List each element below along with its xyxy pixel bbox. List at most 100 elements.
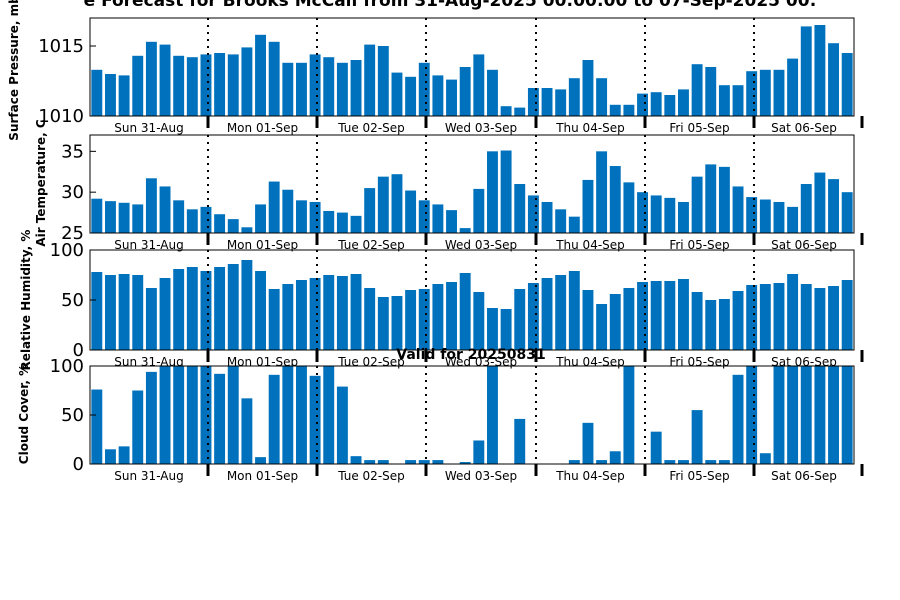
bar [350, 274, 362, 350]
bar [568, 216, 580, 233]
bar [800, 184, 812, 233]
bar [159, 278, 171, 350]
bar [623, 104, 635, 116]
bar [255, 34, 266, 116]
bar [705, 164, 717, 233]
bar [186, 267, 198, 350]
bar [527, 283, 539, 350]
bar [828, 286, 839, 350]
bar [173, 55, 185, 116]
y-tick-label: 35 [61, 141, 84, 162]
bar [145, 371, 157, 464]
bar [705, 460, 717, 464]
bar [227, 219, 239, 233]
bar [555, 275, 567, 350]
bar [459, 67, 471, 116]
bar [582, 60, 594, 116]
bar [841, 53, 853, 116]
bar [473, 54, 485, 116]
bar [391, 296, 403, 350]
bar [159, 44, 171, 116]
bar [186, 57, 198, 116]
bar [705, 300, 717, 350]
bar [541, 88, 553, 116]
x-day-label: Thu 04-Sep [555, 238, 625, 252]
bar [514, 418, 526, 464]
y-tick-label: 25 [61, 223, 84, 244]
bar [364, 288, 376, 350]
bar [678, 279, 689, 350]
y-axis-label: Relative Humidity, % [19, 230, 33, 371]
bar [173, 366, 185, 464]
bar [637, 93, 648, 116]
bar [637, 282, 648, 350]
bar [678, 89, 689, 116]
axes-frame [89, 134, 855, 234]
bar [118, 75, 130, 116]
bar [746, 285, 758, 350]
bar [800, 284, 812, 350]
bar [773, 283, 785, 350]
bar [309, 201, 321, 233]
bar [105, 449, 116, 464]
bar [637, 192, 648, 233]
bar [282, 284, 294, 350]
bar [145, 41, 157, 116]
bar [91, 198, 103, 233]
bar [268, 289, 280, 350]
bar [105, 74, 116, 116]
bar [527, 195, 539, 233]
bar [282, 366, 294, 464]
x-day-label: Fri 05-Sep [669, 238, 729, 252]
bar [323, 57, 335, 116]
bar [664, 281, 676, 350]
bar [405, 76, 417, 116]
bar [732, 85, 744, 116]
bar [255, 204, 266, 233]
bar [132, 390, 144, 464]
bar [118, 202, 130, 233]
bar [336, 62, 348, 116]
x-day-label: Sat 06-Sep [771, 238, 837, 252]
bar [691, 410, 703, 464]
bar [609, 294, 621, 350]
bar [746, 366, 758, 464]
bar [814, 288, 826, 350]
bar [828, 43, 839, 117]
y-tick-label: 1010 [38, 106, 84, 127]
bar [91, 389, 103, 464]
bar [609, 104, 621, 116]
bar [787, 274, 799, 350]
y-tick-label: 100 [50, 240, 84, 261]
bar [446, 79, 457, 116]
bar [650, 195, 662, 233]
bar [596, 78, 608, 116]
bar [473, 292, 485, 350]
bar [227, 264, 239, 350]
bar [500, 309, 512, 350]
bar [132, 204, 144, 233]
bar [214, 53, 226, 116]
bar [377, 460, 389, 464]
bar [432, 460, 444, 464]
bar [432, 75, 444, 116]
bar [296, 366, 307, 464]
bar [391, 174, 403, 233]
bar [759, 453, 771, 464]
x-day-label: Thu 04-Sep [555, 469, 625, 483]
bar [800, 366, 812, 464]
x-day-label: Tue 02-Sep [337, 121, 405, 135]
y-axis-label: Cloud Cover, % [17, 364, 31, 464]
bar [377, 46, 389, 116]
bar [268, 374, 280, 464]
bar [105, 201, 116, 233]
bar [364, 460, 376, 464]
bar [173, 269, 185, 350]
bar [664, 95, 676, 116]
bar [405, 290, 417, 350]
bar [186, 209, 198, 233]
bar [541, 278, 553, 350]
bar [718, 460, 730, 464]
bar [145, 178, 157, 233]
